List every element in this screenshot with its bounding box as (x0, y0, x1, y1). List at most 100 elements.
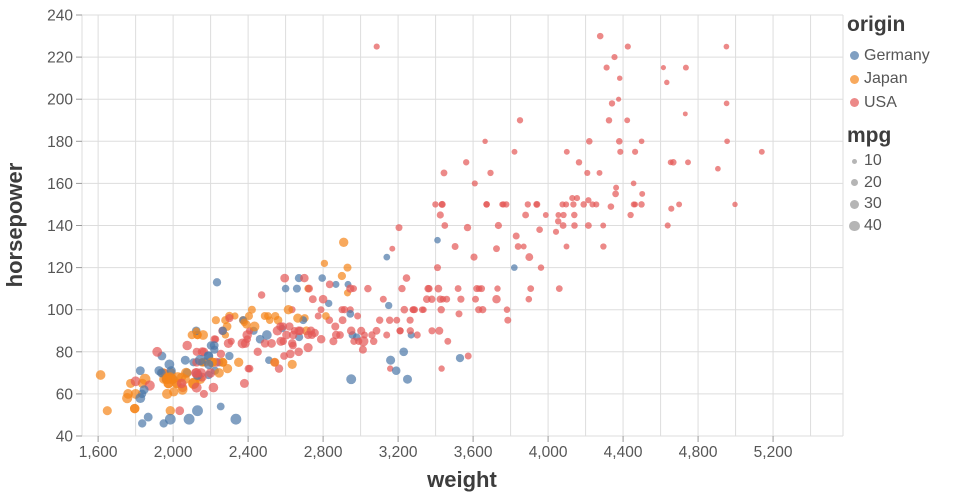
legend-entry-germany: Germany (845, 44, 957, 68)
data-point (198, 330, 209, 340)
data-point (494, 221, 503, 230)
data-point (383, 253, 391, 261)
data-point (611, 54, 618, 61)
data-point (245, 312, 253, 320)
data-point (715, 165, 721, 172)
axis-ticks (76, 14, 774, 442)
y-tick-label: 80 (56, 344, 74, 361)
data-point (434, 284, 443, 293)
data-point (537, 264, 545, 271)
data-point (364, 284, 372, 293)
data-point (437, 305, 445, 314)
data-point (600, 243, 607, 250)
legend-entry-usa: USA (845, 91, 957, 115)
data-point (428, 327, 436, 335)
data-point (192, 327, 200, 335)
data-point (434, 264, 441, 272)
data-point (318, 294, 328, 304)
data-point (283, 305, 294, 315)
data-point (102, 406, 112, 416)
data-point (406, 327, 414, 335)
mpg-10-dot-icon (851, 158, 858, 164)
data-point (222, 363, 233, 374)
data-point (331, 330, 341, 340)
data-point (428, 295, 436, 303)
data-point (212, 278, 222, 287)
japan-swatch-icon (849, 74, 860, 84)
data-point (723, 100, 730, 107)
data-point (260, 339, 270, 348)
usa-swatch-icon (849, 98, 860, 108)
data-point (270, 357, 280, 367)
data-point (280, 273, 290, 283)
data-point (555, 285, 563, 292)
data-point (354, 312, 362, 320)
data-point (164, 359, 175, 370)
y-tick-label: 220 (47, 50, 73, 67)
x-tick-label: 4,000 (529, 444, 568, 461)
data-point (560, 211, 567, 219)
data-point (368, 331, 376, 339)
data-point (383, 331, 391, 339)
data-point (533, 200, 541, 208)
data-point (325, 280, 334, 289)
data-point (593, 201, 600, 208)
data-point (325, 299, 333, 308)
legend-label-mpg-20: 20 (864, 173, 882, 191)
data-point (295, 326, 305, 336)
data-point (167, 374, 178, 385)
data-point (281, 284, 290, 293)
data-point (664, 222, 671, 229)
data-point (463, 223, 472, 232)
data-point (436, 295, 445, 303)
x-tick-label: 1,600 (79, 444, 118, 461)
data-point (318, 274, 327, 282)
data-point (339, 237, 349, 247)
data-point (616, 75, 623, 81)
data-point (444, 337, 452, 345)
data-point (288, 330, 298, 340)
data-point (470, 253, 478, 261)
data-point (510, 264, 518, 271)
data-point (237, 338, 248, 349)
data-point (413, 331, 421, 339)
legend-entry-mpg-40: 40 (845, 215, 957, 237)
data-point (199, 389, 208, 398)
data-point (322, 312, 330, 320)
data-point (451, 243, 459, 250)
data-point (338, 316, 347, 325)
data-point (244, 364, 253, 373)
data-point (457, 295, 465, 303)
data-point (175, 406, 185, 416)
x-tick-label: 3,600 (454, 444, 493, 461)
data-point (262, 330, 272, 340)
data-point (627, 211, 634, 219)
data-point (482, 138, 488, 145)
data-point (493, 245, 500, 253)
data-point (624, 43, 631, 50)
data-point (257, 291, 266, 299)
data-point (525, 295, 533, 303)
data-point (503, 306, 511, 313)
data-point (192, 405, 203, 417)
data-point (639, 190, 646, 197)
data-point (294, 347, 303, 357)
data-point (617, 148, 624, 155)
data-point (273, 315, 283, 325)
data-point (724, 138, 730, 145)
data-point (135, 393, 146, 404)
legend-origin-title: origin (847, 13, 906, 36)
legend-label-mpg-40: 40 (864, 216, 882, 234)
data-point (441, 222, 449, 229)
data-point (369, 337, 378, 346)
data-point (129, 403, 140, 414)
x-tick-label: 5,200 (754, 444, 793, 461)
data-point (435, 326, 444, 335)
data-point (123, 389, 133, 399)
data-point (276, 336, 286, 346)
data-point (402, 274, 411, 282)
y-tick-label: 160 (47, 176, 73, 193)
data-point (603, 64, 610, 71)
